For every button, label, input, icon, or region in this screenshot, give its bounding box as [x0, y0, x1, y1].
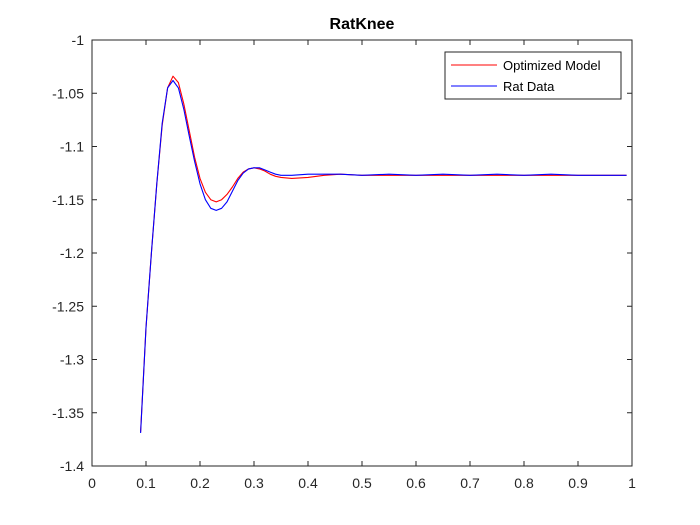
y-tick-label: -1.4: [60, 458, 84, 474]
x-tick-label: 0.6: [406, 475, 426, 491]
x-axis: 0 0.1 0.2 0.3 0.4 0.5 0.6 0.7 0.8 0.9 1: [88, 40, 636, 491]
x-tick-label: 0.3: [244, 475, 264, 491]
x-tick-label: 0.9: [568, 475, 588, 491]
x-tick-label: 0: [88, 475, 96, 491]
series-layer: [140, 75, 627, 434]
y-tick-label: -1.1: [60, 139, 84, 155]
x-tick-label: 0.2: [190, 475, 210, 491]
x-tick-label: 0.8: [514, 475, 534, 491]
legend-box: [444, 51, 622, 100]
plot-area: [91, 39, 633, 467]
x-tick-label: 1: [628, 475, 636, 491]
y-tick-label: -1.35: [52, 405, 84, 421]
chart-title: RatKnee: [330, 16, 395, 33]
y-tick-label: -1.2: [60, 245, 84, 261]
x-tick-label: 0.7: [460, 475, 480, 491]
legend-label: Optimized Model: [503, 58, 601, 73]
y-tick-label: -1.15: [52, 192, 84, 208]
series-line-rat-data: [140, 79, 627, 434]
x-tick-label: 0.5: [352, 475, 372, 491]
y-tick-label: -1.3: [60, 352, 84, 368]
y-tick-label: -1: [72, 32, 85, 48]
x-tick-label: 0.4: [298, 475, 318, 491]
axes-box: [91, 39, 633, 467]
y-tick-label: -1.05: [52, 85, 84, 101]
legend: Optimized Model Rat Data: [444, 51, 622, 100]
x-tick-label: 0.1: [136, 475, 156, 491]
y-tick-label: -1.25: [52, 298, 84, 314]
y-axis: -1 -1.05 -1.1 -1.15 -1.2 -1.25 -1.3 -1.35 -1.4: [52, 32, 632, 474]
legend-label: Rat Data: [503, 79, 555, 94]
